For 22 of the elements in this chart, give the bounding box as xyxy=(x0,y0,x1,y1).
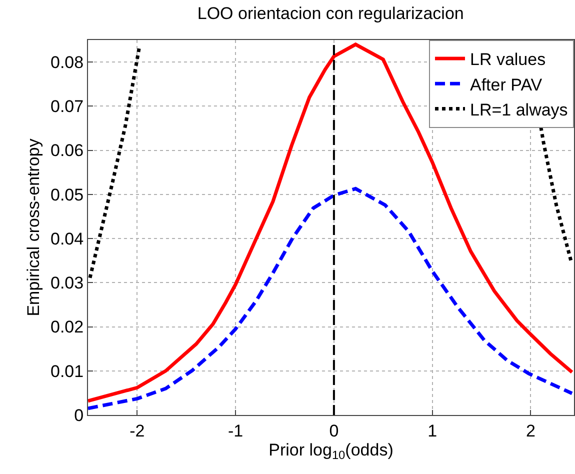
y-tick-label: 0 xyxy=(74,406,84,425)
x-tick-label: 1 xyxy=(428,421,438,440)
y-tick-label: 0.08 xyxy=(50,53,84,72)
legend-label: LR values xyxy=(470,50,546,70)
y-tick-label: 0.06 xyxy=(50,141,84,160)
y-tick-label: 0.07 xyxy=(50,97,84,116)
x-axis-title: Prior log$_{10}$(odds) xyxy=(268,440,394,462)
y-tick-label: 0.04 xyxy=(50,229,84,248)
x-tick-label: -1 xyxy=(228,421,244,440)
line-series xyxy=(88,186,574,410)
chart-title: LOO orientacion con regularizacion xyxy=(197,4,464,24)
x-tick-label: 0 xyxy=(329,421,339,440)
y-tick-label: 0.03 xyxy=(50,274,84,293)
y-tick-label: 0.01 xyxy=(50,362,84,381)
line-series xyxy=(88,42,574,403)
y-tick-label: 0.02 xyxy=(50,318,84,337)
x-tick-label: 2 xyxy=(526,421,536,440)
legend-label: After PAV xyxy=(470,75,543,94)
x-tick-label: -2 xyxy=(130,421,145,440)
legend-label: LR=1 always xyxy=(470,100,568,120)
y-axis-title: Empirical cross-entropy xyxy=(24,138,44,316)
y-tick-label: 0.05 xyxy=(50,185,84,204)
